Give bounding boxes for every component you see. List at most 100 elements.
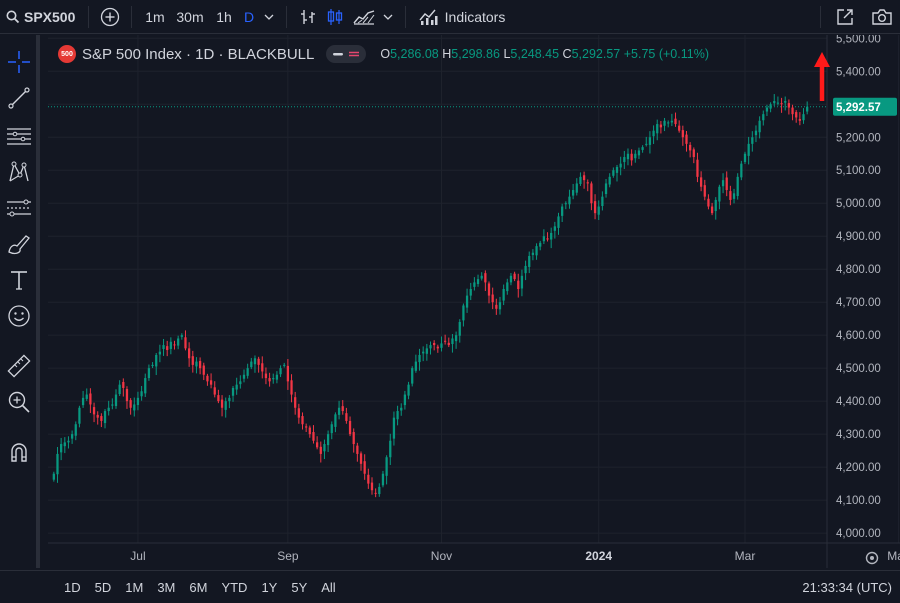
candle-down (491, 294, 494, 303)
candle-up (465, 295, 469, 308)
candle-up (806, 106, 809, 112)
candle-down (725, 177, 728, 191)
candle-down (787, 103, 791, 108)
range-5y[interactable]: 5Y (291, 579, 308, 595)
close-value: 5,292.57 (571, 47, 621, 61)
candle-up (557, 216, 560, 228)
price-chart[interactable]: 5,500.005,400.005,300.005,200.005,100.00… (44, 35, 900, 568)
candle-up (407, 384, 410, 396)
interval-d[interactable]: D (243, 8, 255, 25)
chevron-down-icon (264, 14, 274, 20)
candle-up (180, 335, 183, 337)
candle-up (63, 442, 66, 447)
drawing-toolbar (0, 35, 40, 568)
compare-button[interactable] (97, 0, 123, 34)
candle-up (70, 434, 74, 439)
candle-up (283, 364, 286, 366)
horizontal-lines-tool[interactable] (4, 121, 34, 151)
range-1m[interactable]: 1M (125, 579, 144, 595)
utc-clock[interactable]: 21:33:34 (UTC) (802, 580, 892, 595)
screenshot-button[interactable] (868, 0, 896, 34)
range-ytd[interactable]: YTD (221, 579, 248, 595)
candles-style-button[interactable] (321, 0, 349, 34)
candle-down (659, 124, 663, 128)
candle-down (678, 125, 681, 131)
interval-1m[interactable]: 1m (145, 8, 165, 25)
chart-style-dropdown[interactable] (379, 0, 397, 34)
pattern-tool[interactable] (4, 157, 34, 187)
candle-up (118, 384, 121, 395)
candle-up (330, 424, 333, 434)
legend-toggle[interactable] (326, 45, 367, 63)
candle-down (359, 453, 363, 464)
divider (405, 5, 406, 28)
popout-button[interactable] (832, 0, 858, 34)
magnet-tool[interactable] (4, 437, 34, 467)
candle-up (162, 345, 165, 350)
brush-tool[interactable] (4, 229, 34, 259)
range-1d[interactable]: 1D (64, 579, 81, 595)
area-chart-icon (353, 9, 375, 25)
candle-up (762, 114, 765, 121)
measure-tool[interactable] (4, 351, 34, 381)
candle-up (451, 338, 454, 345)
candle-up (531, 252, 535, 255)
candle-up (539, 242, 542, 247)
candle-up (480, 275, 483, 279)
candle-down (447, 342, 450, 346)
search-icon (6, 10, 20, 23)
open-label: O (380, 47, 391, 61)
interval-dropdown[interactable] (260, 0, 278, 34)
zoom-tool[interactable] (4, 387, 34, 417)
candle-down (319, 446, 322, 454)
candle-down (301, 416, 304, 425)
candle-up (776, 102, 780, 104)
range-all[interactable]: All (321, 579, 336, 595)
symbol-search[interactable]: SPX500 (0, 0, 80, 34)
candle-up (228, 397, 231, 402)
candle-up (275, 374, 279, 380)
candle-down (443, 340, 447, 342)
candle-down (202, 365, 205, 375)
candle-down (352, 432, 355, 445)
range-1y[interactable]: 1Y (261, 579, 278, 595)
candle-down (348, 420, 352, 435)
candle-up (381, 473, 385, 486)
candle-down (630, 153, 633, 161)
text-tool[interactable] (4, 265, 34, 295)
candle-down (308, 427, 311, 435)
forecast-tool[interactable] (4, 193, 34, 223)
candle-down (710, 206, 714, 214)
candle-down (191, 356, 194, 365)
candle-up (337, 407, 341, 415)
crosshair-tool[interactable] (4, 47, 34, 77)
annotation-arrow-head (814, 52, 830, 67)
price-axis-label: 4,500.00 (836, 363, 881, 375)
time-axis-label: Nov (431, 549, 452, 563)
chart-title[interactable]: S&P 500 Index · 1D · BLACKBULL (82, 45, 315, 63)
low-label: L (503, 47, 511, 61)
settings-toggle-icon (349, 51, 360, 57)
price-axis-label: 4,100.00 (836, 495, 881, 507)
candle-up (411, 368, 414, 384)
crosshair-icon (8, 51, 30, 73)
interval-30m[interactable]: 30m (176, 8, 204, 25)
candle-up (773, 100, 776, 104)
area-style-button[interactable] (349, 0, 379, 34)
range-3m[interactable]: 3M (157, 579, 176, 595)
range-5d[interactable]: 5D (94, 579, 112, 595)
icon-tool[interactable] (4, 301, 34, 331)
time-axis-label: Sep (277, 549, 299, 563)
candle-up (769, 104, 772, 109)
brush-icon (8, 235, 30, 255)
candle-down (363, 461, 366, 474)
candle-up (425, 348, 428, 354)
chart-pane[interactable]: 5,500.005,400.005,300.005,200.005,100.00… (44, 35, 900, 568)
interval-1h[interactable]: 1h (216, 8, 232, 25)
trend-line-tool[interactable] (4, 83, 34, 113)
candle-up (60, 444, 63, 453)
range-6m[interactable]: 6M (189, 579, 208, 595)
bars-style-button[interactable] (295, 0, 321, 34)
candle-up (400, 407, 403, 411)
indicators-button[interactable]: Indicators (414, 0, 510, 34)
